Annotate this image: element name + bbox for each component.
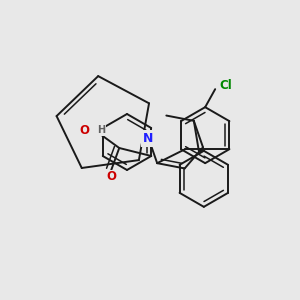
- Text: H: H: [97, 125, 105, 135]
- Text: O: O: [79, 124, 89, 136]
- Text: N: N: [143, 132, 153, 145]
- Text: Cl: Cl: [219, 79, 232, 92]
- Text: O: O: [106, 170, 116, 184]
